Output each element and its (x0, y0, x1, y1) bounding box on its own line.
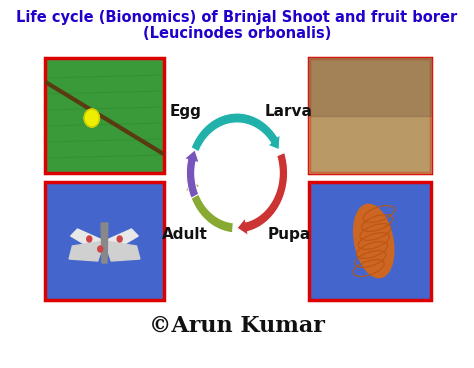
Polygon shape (104, 229, 138, 251)
Polygon shape (101, 223, 108, 263)
Polygon shape (71, 229, 104, 251)
Circle shape (84, 109, 100, 127)
Text: Life cycle (Bionomics) of Brinjal Shoot and fruit borer: Life cycle (Bionomics) of Brinjal Shoot … (17, 10, 457, 25)
Circle shape (117, 236, 122, 242)
Circle shape (98, 246, 103, 252)
Polygon shape (191, 113, 280, 152)
Polygon shape (104, 241, 140, 261)
Ellipse shape (354, 204, 394, 278)
Text: Pupa: Pupa (267, 227, 310, 242)
Text: (Leucinodes orbonalis): (Leucinodes orbonalis) (143, 26, 331, 41)
Text: Egg: Egg (169, 104, 201, 119)
Text: Adult: Adult (162, 227, 208, 242)
Polygon shape (184, 150, 199, 198)
Bar (309, 182, 431, 300)
Polygon shape (237, 152, 288, 236)
Text: Larva: Larva (265, 104, 313, 119)
Bar (309, 58, 431, 173)
Bar (46, 182, 164, 300)
Polygon shape (185, 178, 233, 233)
Polygon shape (69, 241, 104, 261)
Text: ©Arun Kumar: ©Arun Kumar (149, 315, 325, 337)
Bar (46, 58, 164, 173)
Circle shape (87, 236, 92, 242)
